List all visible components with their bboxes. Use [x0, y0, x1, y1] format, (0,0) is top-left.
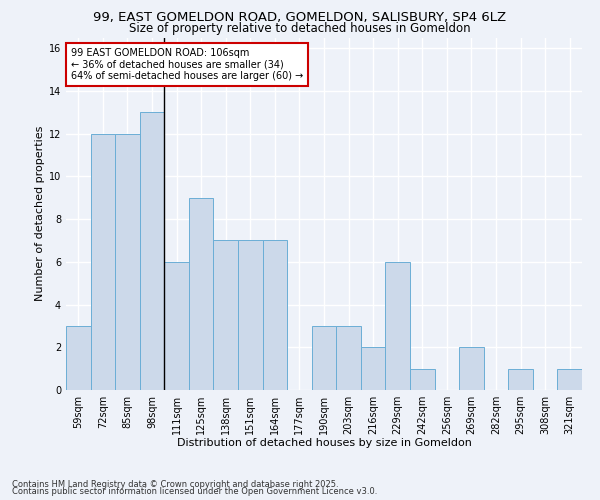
Text: Contains public sector information licensed under the Open Government Licence v3: Contains public sector information licen… [12, 487, 377, 496]
Bar [66, 326, 91, 390]
Text: 99, EAST GOMELDON ROAD, GOMELDON, SALISBURY, SP4 6LZ: 99, EAST GOMELDON ROAD, GOMELDON, SALISB… [94, 11, 506, 24]
Text: Contains HM Land Registry data © Crown copyright and database right 2025.: Contains HM Land Registry data © Crown c… [12, 480, 338, 489]
Bar [91, 134, 115, 390]
Bar [189, 198, 214, 390]
X-axis label: Distribution of detached houses by size in Gomeldon: Distribution of detached houses by size … [176, 438, 472, 448]
Bar [164, 262, 189, 390]
Text: Size of property relative to detached houses in Gomeldon: Size of property relative to detached ho… [129, 22, 471, 35]
Bar [115, 134, 140, 390]
Bar [459, 348, 484, 390]
Bar [557, 368, 582, 390]
Bar [214, 240, 238, 390]
Bar [385, 262, 410, 390]
Bar [312, 326, 336, 390]
Bar [238, 240, 263, 390]
Bar [410, 368, 434, 390]
Text: 99 EAST GOMELDON ROAD: 106sqm
← 36% of detached houses are smaller (34)
64% of s: 99 EAST GOMELDON ROAD: 106sqm ← 36% of d… [71, 48, 304, 82]
Bar [263, 240, 287, 390]
Bar [336, 326, 361, 390]
Bar [508, 368, 533, 390]
Bar [361, 348, 385, 390]
Y-axis label: Number of detached properties: Number of detached properties [35, 126, 44, 302]
Bar [140, 112, 164, 390]
